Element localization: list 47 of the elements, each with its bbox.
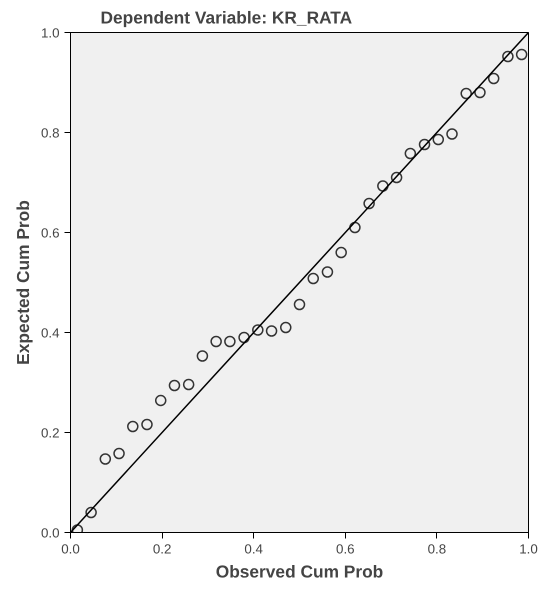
point: [460, 88, 472, 100]
point: [390, 172, 402, 184]
point: [418, 138, 430, 150]
point: [238, 332, 250, 344]
x-tick-label: 0.0: [61, 542, 80, 556]
y-tick-label: 1.0: [40, 26, 60, 40]
y-tick-label: 0.0: [40, 526, 60, 540]
x-tick-label: 1.0: [519, 542, 538, 556]
point: [85, 506, 97, 518]
y-tick-label: 0.2: [40, 426, 60, 440]
point: [141, 418, 153, 430]
point: [224, 336, 236, 348]
point: [182, 378, 194, 390]
point: [252, 324, 264, 336]
chart-title: Dependent Variable: KR_RATA: [100, 8, 353, 28]
point: [322, 266, 334, 278]
y-tick-label: 0.4: [40, 326, 60, 340]
point: [307, 272, 319, 284]
point: [294, 298, 306, 310]
point: [377, 180, 389, 192]
point: [404, 148, 416, 160]
y-tick-label: 0.6: [40, 226, 60, 240]
point: [349, 222, 361, 234]
x-tick-label: 0.2: [152, 542, 172, 556]
point: [113, 448, 125, 460]
point: [432, 134, 444, 146]
point: [154, 394, 166, 406]
x-axis-title: Observed Cum Prob: [216, 562, 384, 582]
point: [516, 48, 528, 60]
point: [210, 336, 222, 348]
point: [335, 246, 347, 258]
x-tick-label: 0.8: [428, 542, 446, 556]
y-tick-label: 0.8: [40, 126, 60, 140]
y-axis-title: Expected Cum Prob: [12, 200, 33, 365]
point: [196, 350, 208, 362]
point: [502, 50, 514, 62]
x-tick-label: 0.6: [336, 542, 355, 556]
point: [168, 380, 180, 392]
point: [363, 198, 375, 210]
point: [446, 128, 458, 140]
point: [100, 453, 112, 465]
point: [488, 72, 500, 84]
x-tick-label: 0.4: [244, 542, 264, 556]
point: [127, 420, 139, 432]
point: [280, 322, 292, 334]
point: [266, 325, 278, 337]
point: [474, 86, 486, 98]
